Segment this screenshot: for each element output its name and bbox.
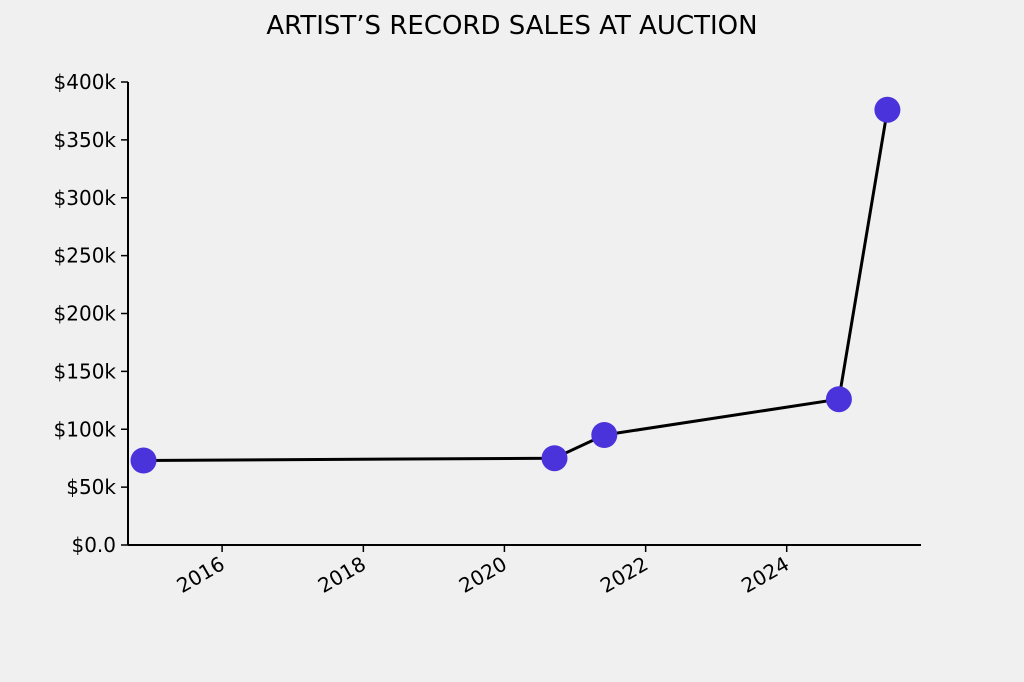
y-tick-label: $0.0 — [71, 533, 116, 557]
y-tick-label: $250k — [54, 244, 117, 268]
series-line — [143, 109, 889, 462]
data-point — [874, 96, 901, 123]
x-tick-label: 2024 — [737, 552, 793, 598]
y-tick-label: $300k — [54, 186, 117, 210]
data-point — [130, 447, 157, 474]
x-tick-label: 2022 — [596, 552, 652, 598]
x-tick-label: 2020 — [455, 552, 511, 598]
y-tick-label: $350k — [54, 128, 117, 152]
y-tick-label: $150k — [54, 359, 117, 383]
series-layer — [130, 96, 901, 474]
y-tick-label: $400k — [54, 70, 117, 94]
data-point — [825, 386, 852, 413]
y-tick-label: $100k — [54, 417, 117, 441]
chart-title: ARTIST’S RECORD SALES AT AUCTION — [266, 11, 757, 41]
y-tick-label: $50k — [66, 475, 116, 499]
axes: $0.0 $50k $100k $150k $200k $250k $300k $350k $4… — [54, 70, 921, 598]
y-tick-label: $200k — [54, 302, 117, 326]
x-tick-label: 2016 — [173, 552, 229, 598]
data-point — [591, 422, 618, 448]
x-tick-label: 2018 — [314, 552, 370, 598]
data-point — [541, 445, 568, 472]
